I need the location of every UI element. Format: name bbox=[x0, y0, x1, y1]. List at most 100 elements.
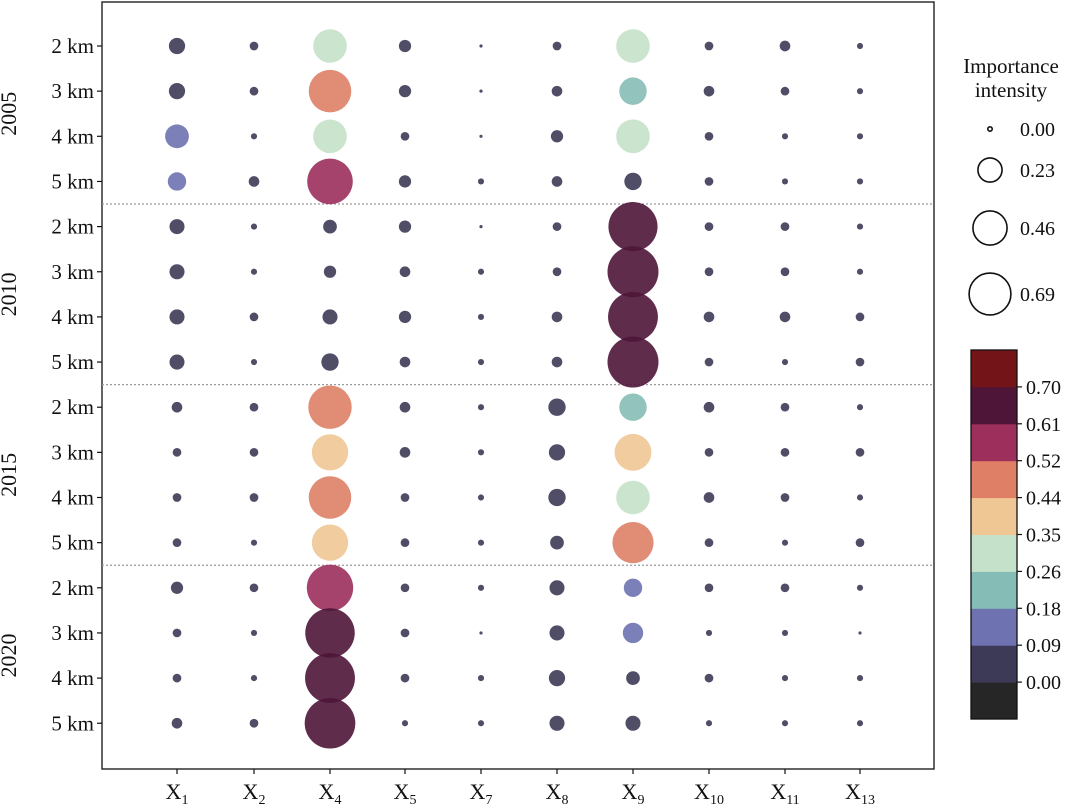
bubble bbox=[781, 178, 789, 185]
bubble bbox=[165, 124, 189, 149]
bubble bbox=[856, 404, 864, 411]
bubble bbox=[550, 535, 564, 550]
bubble bbox=[703, 492, 715, 503]
y-tick-label: 5 km bbox=[51, 350, 94, 374]
colorbar-bin bbox=[971, 350, 1017, 388]
bubble bbox=[248, 176, 260, 187]
x-tick-label: X10 bbox=[694, 779, 724, 806]
bubble bbox=[172, 493, 182, 502]
bubble bbox=[624, 172, 642, 191]
bubble bbox=[616, 480, 650, 515]
bubble bbox=[169, 354, 185, 370]
bubble bbox=[313, 119, 347, 154]
bubble bbox=[855, 448, 865, 457]
colorbar-bin bbox=[971, 682, 1017, 720]
colorbar-tick-label: 0.09 bbox=[1026, 635, 1061, 657]
y-tick-label: 3 km bbox=[51, 79, 94, 103]
bubble bbox=[323, 219, 337, 234]
bubble bbox=[705, 720, 713, 727]
bubble bbox=[704, 538, 714, 547]
bubble bbox=[856, 720, 864, 727]
bubble bbox=[704, 267, 714, 277]
colorbar: 0.00 0.09 0.18 0.26 0.35 0.44 0.52 0.61 0.70 bbox=[970, 349, 1061, 720]
bubble bbox=[619, 77, 647, 105]
bubble bbox=[172, 673, 182, 683]
bubble bbox=[172, 628, 182, 638]
y-tick-label: 3 km bbox=[51, 621, 94, 645]
size-legend-label: 0.69 bbox=[1020, 284, 1055, 306]
bubble bbox=[781, 539, 789, 546]
bubble bbox=[704, 673, 714, 683]
bubble bbox=[779, 311, 791, 323]
bubble bbox=[548, 444, 566, 461]
bubble bbox=[552, 267, 562, 277]
x-tick-label: X5 bbox=[394, 779, 417, 806]
bubble bbox=[780, 493, 790, 502]
bubble bbox=[477, 449, 485, 456]
bubble bbox=[608, 202, 658, 252]
x-tick-label: X4 bbox=[319, 779, 342, 806]
bubble bbox=[321, 353, 339, 371]
bubble bbox=[170, 581, 184, 594]
bubble bbox=[548, 669, 566, 687]
colorbar-tick-label: 0.18 bbox=[1026, 598, 1061, 620]
colorbar-tick-label: 0.70 bbox=[1026, 377, 1061, 399]
bubble bbox=[169, 309, 185, 325]
bubble bbox=[551, 356, 563, 368]
bubble bbox=[477, 178, 485, 185]
colorbar-tick-label: 0.44 bbox=[1026, 488, 1061, 510]
bubble bbox=[477, 584, 485, 591]
bubble bbox=[856, 223, 864, 230]
bubble bbox=[608, 291, 658, 342]
bubble bbox=[551, 311, 563, 323]
bubble bbox=[781, 675, 789, 682]
colorbar-bin bbox=[971, 460, 1017, 499]
bubble bbox=[549, 580, 565, 596]
bubble bbox=[856, 178, 864, 185]
y-tick-label: 3 km bbox=[51, 440, 94, 464]
bubble bbox=[401, 720, 409, 727]
x-tick-label: X8 bbox=[546, 779, 569, 806]
y-tick-label: 2 km bbox=[51, 395, 94, 419]
size-legend-circle bbox=[968, 272, 1012, 316]
bubble bbox=[398, 220, 412, 233]
bubble bbox=[856, 675, 864, 682]
bubble bbox=[856, 584, 864, 591]
bubble bbox=[311, 434, 349, 471]
bubble bbox=[172, 448, 182, 457]
bubble bbox=[398, 175, 412, 188]
bubble bbox=[551, 85, 563, 97]
bubble bbox=[249, 583, 259, 593]
bubble bbox=[622, 622, 644, 644]
bubble bbox=[703, 401, 715, 413]
bubble bbox=[705, 629, 713, 637]
colorbar-bin bbox=[971, 571, 1017, 609]
bubble bbox=[250, 133, 258, 140]
bubble bbox=[477, 675, 485, 682]
bubble bbox=[171, 401, 183, 413]
size-legend-circle bbox=[986, 126, 993, 133]
group-label: 2020 bbox=[0, 634, 21, 678]
bubble bbox=[856, 133, 864, 140]
y-tick-label: 4 km bbox=[51, 124, 94, 148]
bubble bbox=[250, 629, 258, 637]
x-tick-label: X11 bbox=[770, 779, 799, 806]
colorbar-tick-label: 0.61 bbox=[1026, 414, 1061, 436]
colorbar-bin bbox=[971, 386, 1017, 425]
bubble bbox=[855, 312, 865, 322]
bubble bbox=[399, 266, 411, 278]
bubble bbox=[548, 488, 566, 507]
bubble bbox=[249, 312, 259, 322]
size-legend-label: 0.00 bbox=[1020, 119, 1055, 141]
bubble bbox=[249, 86, 259, 96]
bubble bbox=[313, 29, 347, 63]
bubble bbox=[477, 539, 485, 546]
bubble bbox=[307, 158, 353, 205]
bubble bbox=[400, 538, 410, 547]
bubble bbox=[479, 134, 483, 138]
bubble bbox=[479, 631, 483, 635]
x-tick-label: X2 bbox=[243, 779, 266, 806]
size-legend-circle bbox=[977, 157, 1003, 183]
bubble bbox=[781, 720, 789, 727]
